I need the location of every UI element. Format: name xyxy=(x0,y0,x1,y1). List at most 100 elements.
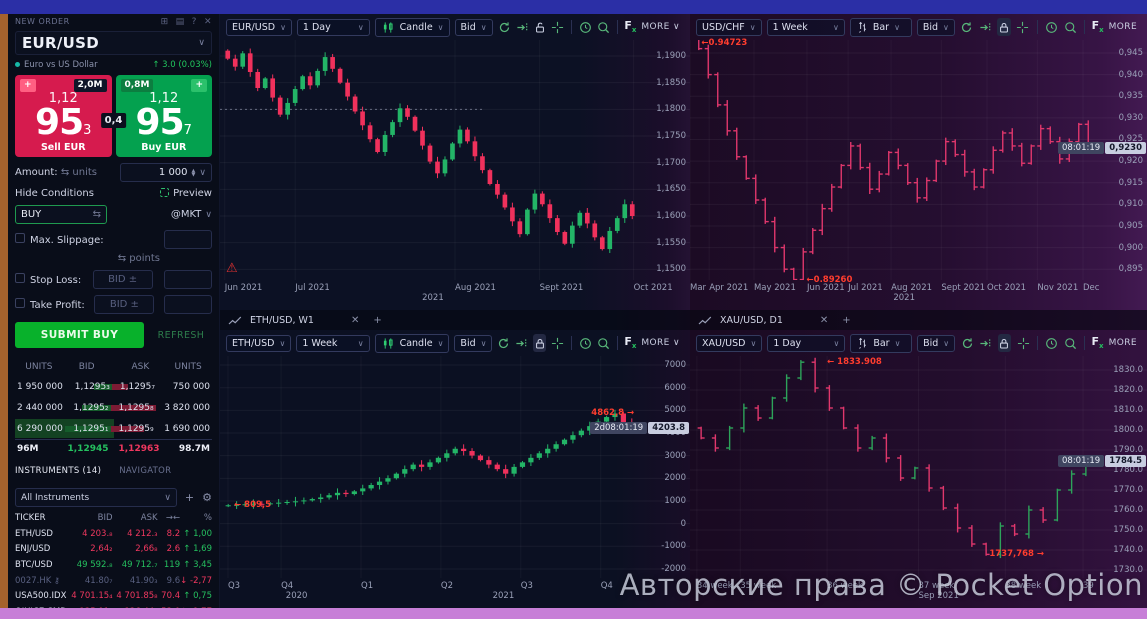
take-profit-checkbox[interactable] xyxy=(15,298,25,308)
tab-close-icon[interactable]: ✕ xyxy=(350,314,360,326)
amount-stepper[interactable]: ▲ ▼ xyxy=(191,167,196,178)
clock-icon[interactable] xyxy=(1045,334,1059,352)
lock-icon[interactable] xyxy=(997,18,1012,36)
order-type-select[interactable]: @MKT ∨ xyxy=(170,209,212,220)
hide-conditions-toggle[interactable]: Hide Conditions xyxy=(15,188,94,199)
submit-buy-button[interactable]: SUBMIT BUY xyxy=(15,322,144,348)
instrument-row-btcusd[interactable]: BTC/USD 49 592.₈ 49 712.₇ 119 ↑ 3,45 xyxy=(15,557,212,573)
symbol-selector[interactable]: EUR/USD ∨ xyxy=(15,31,212,55)
crosshair-icon[interactable] xyxy=(1016,334,1030,352)
go-to-end-icon[interactable] xyxy=(979,334,993,352)
toolbar-style-select[interactable]: Candle ∨ xyxy=(374,17,450,37)
crosshair-icon[interactable] xyxy=(551,18,564,36)
help-icon[interactable]: ? xyxy=(191,16,197,27)
grid-icon[interactable]: ⊞ xyxy=(160,16,169,27)
indicators-fx-icon[interactable]: Fx xyxy=(624,19,637,35)
stop-loss-input[interactable] xyxy=(164,270,212,289)
toolbar-symbol-select[interactable]: EUR/USD ∨ xyxy=(226,18,292,36)
toolbar-style-select[interactable]: Bar ∨ xyxy=(849,17,912,37)
tab-navigator[interactable]: NAVIGATOR xyxy=(119,466,172,476)
more-button[interactable]: MORE xyxy=(1108,338,1137,348)
magnifier-icon[interactable] xyxy=(1063,334,1077,352)
toolbar-bid-select[interactable]: Bid ∨ xyxy=(917,334,956,352)
close-icon[interactable]: ✕ xyxy=(203,16,212,27)
order-book-row[interactable]: 1 950 000 1,1295₃ 1,1295₇ 750 000 xyxy=(15,376,212,397)
stop-loss-checkbox[interactable] xyxy=(15,273,25,283)
chart-tab-label[interactable]: ETH/USD, W1 xyxy=(250,314,314,326)
lock-icon[interactable] xyxy=(533,334,547,352)
more-button[interactable]: MORE ∨ xyxy=(641,338,680,348)
swap-icon[interactable]: ⇆ xyxy=(92,209,101,220)
instrument-row-ethusd[interactable]: ETH/USD 4 203.₈ 4 212.₃ 8.2 ↑ 1,00 xyxy=(15,526,212,542)
tab-instruments[interactable]: INSTRUMENTS (14) xyxy=(15,466,102,476)
stop-loss-bid-input[interactable]: BID ± xyxy=(92,270,153,289)
refresh-button[interactable]: REFRESH xyxy=(150,329,212,342)
chart-canvas[interactable]: 1,1900 1,1850 1,1800 1,1750 1,1700 1,1650 1,16… xyxy=(220,40,690,280)
indicators-fx-icon[interactable]: Fx xyxy=(1091,19,1104,35)
chart-canvas[interactable]: 70006000500040003000200010000-1000-2000←… xyxy=(220,356,690,578)
toolbar-timeframe-select[interactable]: 1 Day ∨ xyxy=(296,18,370,36)
toolbar-symbol-select[interactable]: ETH/USD ∨ xyxy=(226,334,292,352)
instrument-row-ojuicecmd[interactable]: OJUICE.CMD125.91₆126.44₆53.0↓ -1,77 xyxy=(15,604,212,608)
preview-toggle[interactable]: Preview xyxy=(160,188,212,199)
take-profit-input[interactable] xyxy=(164,295,212,314)
go-to-end-icon[interactable] xyxy=(979,18,993,36)
sell-button[interactable]: + 2,0M 1,12 953 Sell EUR xyxy=(15,75,112,157)
layout-icon[interactable]: ▤ xyxy=(175,16,185,27)
instrument-row-enjusd[interactable]: ENJ/USD 2,64₂ 2,66₈ 2.6 ↑ 1,69 xyxy=(15,542,212,558)
clock-icon[interactable] xyxy=(579,334,592,352)
tab-add-icon[interactable]: + xyxy=(842,314,851,326)
units-toggle[interactable]: ⇆ units xyxy=(60,167,98,178)
toolbar-timeframe-select[interactable]: 1 Week ∨ xyxy=(766,18,845,36)
toolbar-timeframe-select[interactable]: 1 Day ∨ xyxy=(767,334,846,352)
go-to-end-icon[interactable] xyxy=(515,334,528,352)
add-instrument-icon[interactable]: + xyxy=(184,491,195,504)
go-to-end-icon[interactable] xyxy=(516,18,529,36)
side-input[interactable]: BUY ⇆ xyxy=(15,205,107,224)
instrument-row-usa500idx[interactable]: USA500.IDX 4 701.15₄ 4 701.85₈ 70.4 ↑ 0,75 xyxy=(15,588,212,604)
refresh-icon[interactable] xyxy=(960,334,974,352)
order-book-row[interactable]: 6 290 000 1,1295₁ 1,1295₉ 1 690 000 xyxy=(15,418,212,439)
buy-button[interactable]: 0,8M + 1,12 957 Buy EUR xyxy=(115,75,212,157)
chart-canvas[interactable]: 0,945 0,940 0,935 0,930 0,925 0,920 0,915 0,910… xyxy=(690,38,1147,285)
clock-icon[interactable] xyxy=(1044,18,1058,36)
lock-icon[interactable] xyxy=(534,18,547,36)
indicators-fx-icon[interactable]: Fx xyxy=(624,335,637,351)
indicators-fx-icon[interactable]: Fx xyxy=(1091,335,1104,351)
max-slippage-checkbox[interactable] xyxy=(15,233,25,243)
sell-plus-icon[interactable]: + xyxy=(20,78,36,92)
more-button[interactable]: MORE ∨ xyxy=(641,22,681,32)
magnifier-icon[interactable] xyxy=(597,18,610,36)
toolbar-bid-select[interactable]: Bid ∨ xyxy=(916,18,955,36)
toolbar-symbol-select[interactable]: XAU/USD ∨ xyxy=(696,334,763,352)
magnifier-icon[interactable] xyxy=(1063,18,1077,36)
toolbar-style-select[interactable]: Candle ∨ xyxy=(374,333,450,353)
toolbar-symbol-select[interactable]: USD/CHF ∨ xyxy=(696,18,762,36)
toolbar-style-select[interactable]: Bar ∨ xyxy=(850,333,913,353)
chart-tab-label[interactable]: XAU/USD, D1 xyxy=(720,314,783,326)
take-profit-bid-input[interactable]: BID ± xyxy=(94,295,155,314)
refresh-icon[interactable] xyxy=(497,334,510,352)
instrument-filter-select[interactable]: All Instruments ∨ xyxy=(15,488,177,507)
instrument-row-0027hk[interactable]: 0027.HK ⚷ 41.80₇ 41.90₃ 9.6 ↓ -2,77 xyxy=(15,573,212,589)
toolbar-timeframe-select[interactable]: 1 Week ∨ xyxy=(296,334,370,352)
chart-canvas[interactable]: 1830.0 1820.0 1810.0 1800.0 1790.0 1780.0 1770… xyxy=(690,356,1147,578)
clock-icon[interactable] xyxy=(579,18,592,36)
tab-add-icon[interactable]: + xyxy=(373,314,382,326)
order-book-row[interactable]: 2 440 000 1,1295₂ 1,1295₈ 3 820 000 xyxy=(15,397,212,418)
refresh-icon[interactable] xyxy=(960,18,974,36)
amount-input[interactable]: 1 000 ▲ ▼ ∨ xyxy=(120,163,212,182)
y-axis-label: 1740.0 xyxy=(1113,545,1143,555)
magnifier-icon[interactable] xyxy=(597,334,610,352)
toolbar-bid-select[interactable]: Bid ∨ xyxy=(454,334,493,352)
gear-icon[interactable]: ⚙ xyxy=(202,491,212,504)
tab-close-icon[interactable]: ✕ xyxy=(819,314,829,326)
lock-icon[interactable] xyxy=(997,334,1012,352)
crosshair-icon[interactable] xyxy=(551,334,564,352)
buy-plus-icon[interactable]: + xyxy=(191,78,207,92)
max-slippage-input[interactable] xyxy=(164,230,212,249)
refresh-icon[interactable] xyxy=(498,18,511,36)
toolbar-bid-select[interactable]: Bid ∨ xyxy=(454,18,493,36)
more-button[interactable]: MORE xyxy=(1108,22,1138,32)
crosshair-icon[interactable] xyxy=(1016,18,1030,36)
